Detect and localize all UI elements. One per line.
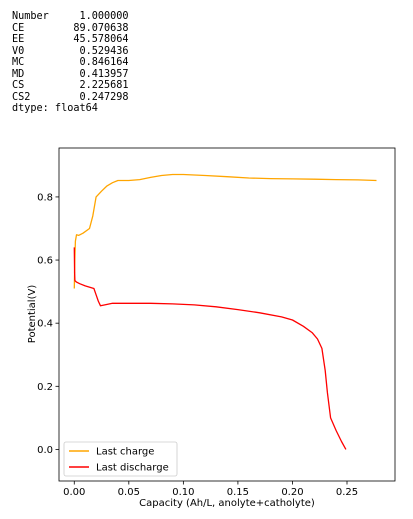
y-tick-label: 0.4	[37, 319, 53, 330]
x-tick-label: 0.25	[336, 487, 358, 498]
y-tick-label: 0.0	[37, 445, 53, 456]
printout-key: MD	[12, 68, 25, 80]
series-lines	[73, 173, 377, 450]
x-axis-label: Capacity (Ah/L, anolyte+catholyte)	[139, 498, 315, 509]
printout-value: 0.413957	[79, 68, 129, 80]
printout-value: 89.070638	[73, 22, 129, 34]
series-line-last-charge	[73, 173, 377, 289]
y-tick-label: 0.6	[37, 256, 53, 267]
x-tick-label: 0.10	[172, 487, 194, 498]
y-axis-label: Potential(V)	[27, 285, 38, 344]
printout-row-ce: CE 89.070638	[12, 23, 129, 34]
printout-value: 2.225681	[79, 80, 129, 91]
series-line-last-discharge	[73, 247, 347, 450]
printout-dtype: dtype: float64	[12, 103, 98, 114]
printout-value: 0.529436	[79, 45, 129, 57]
legend-box	[63, 441, 178, 477]
printout-row-mc: MC 0.846164	[12, 57, 129, 68]
legend-label: Last discharge	[96, 463, 169, 474]
printout-value: 45.578064	[73, 34, 129, 45]
y-tick-label: 0.2	[37, 382, 53, 393]
printout-row-ee: EE 45.578064	[12, 34, 129, 45]
printout-rows: Number 1.000000 CE 89.070638 EE 45.57806…	[12, 11, 129, 103]
printout-row-cs: CS 2.225681	[12, 80, 129, 91]
printout-key: CS2	[12, 91, 31, 103]
printout-key: EE	[12, 34, 25, 45]
legend-label: Last charge	[96, 447, 154, 458]
plot-area	[58, 147, 396, 482]
legend: Last charge Last discharge	[63, 441, 178, 477]
printout-key: MC	[12, 57, 25, 68]
printout-value: 0.247298	[79, 91, 129, 103]
printout-row-number: Number 1.000000	[12, 11, 129, 22]
printout-key: Number	[12, 11, 49, 22]
printout-key: V0	[12, 45, 25, 57]
printout-value: 1.000000	[79, 11, 129, 22]
printout-row-md: MD 0.413957	[12, 69, 129, 80]
x-tick-label: 0.15	[227, 487, 249, 498]
printout-value: 0.846164	[79, 57, 129, 68]
printout-key: CE	[12, 22, 25, 34]
printout-key: CS	[12, 80, 25, 91]
x-tick-label: 0.05	[118, 487, 140, 498]
printout-row-v0: V0 0.529436	[12, 46, 129, 57]
printout-row-cs2: CS2 0.247298	[12, 92, 129, 103]
series-printout: Number 1.000000 CE 89.070638 EE 45.57806…	[12, 11, 129, 115]
x-tick-label: 0.20	[281, 487, 303, 498]
axis-ticks: 0.00 0.05 0.10 0.15 0.20 0.25 0.0 0.2 0.4 0.6 0.8	[37, 192, 358, 498]
x-tick-label: 0.00	[63, 487, 85, 498]
y-tick-label: 0.8	[37, 192, 53, 203]
